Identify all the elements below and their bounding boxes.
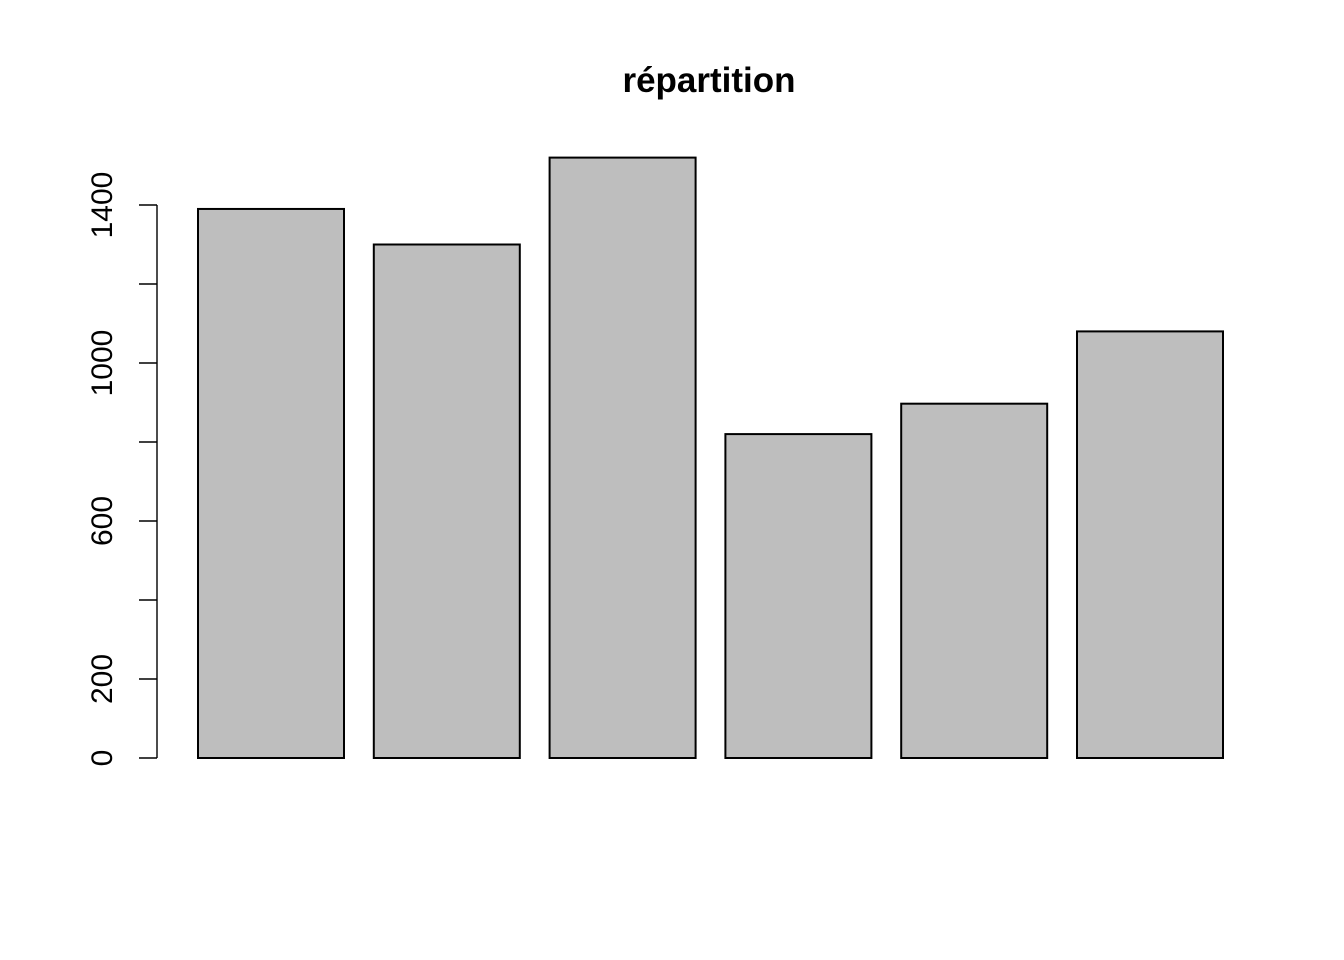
bar-5 (900, 402, 1049, 759)
y-tick-label: 600 (86, 496, 119, 546)
y-axis: 0 200 600 1000 1400 (86, 172, 158, 767)
y-tick-label: 1400 (86, 172, 119, 239)
y-tick-label: 200 (86, 654, 119, 704)
chart-title: répartition (622, 61, 795, 100)
bar-2 (372, 243, 521, 759)
bar-1 (197, 207, 345, 759)
bar-6 (1076, 330, 1224, 759)
bar-4 (724, 433, 873, 759)
bar-3 (548, 156, 697, 760)
bars-group (197, 156, 1224, 760)
y-tick-label: 1000 (86, 330, 119, 397)
y-tick-label: 0 (86, 750, 119, 767)
